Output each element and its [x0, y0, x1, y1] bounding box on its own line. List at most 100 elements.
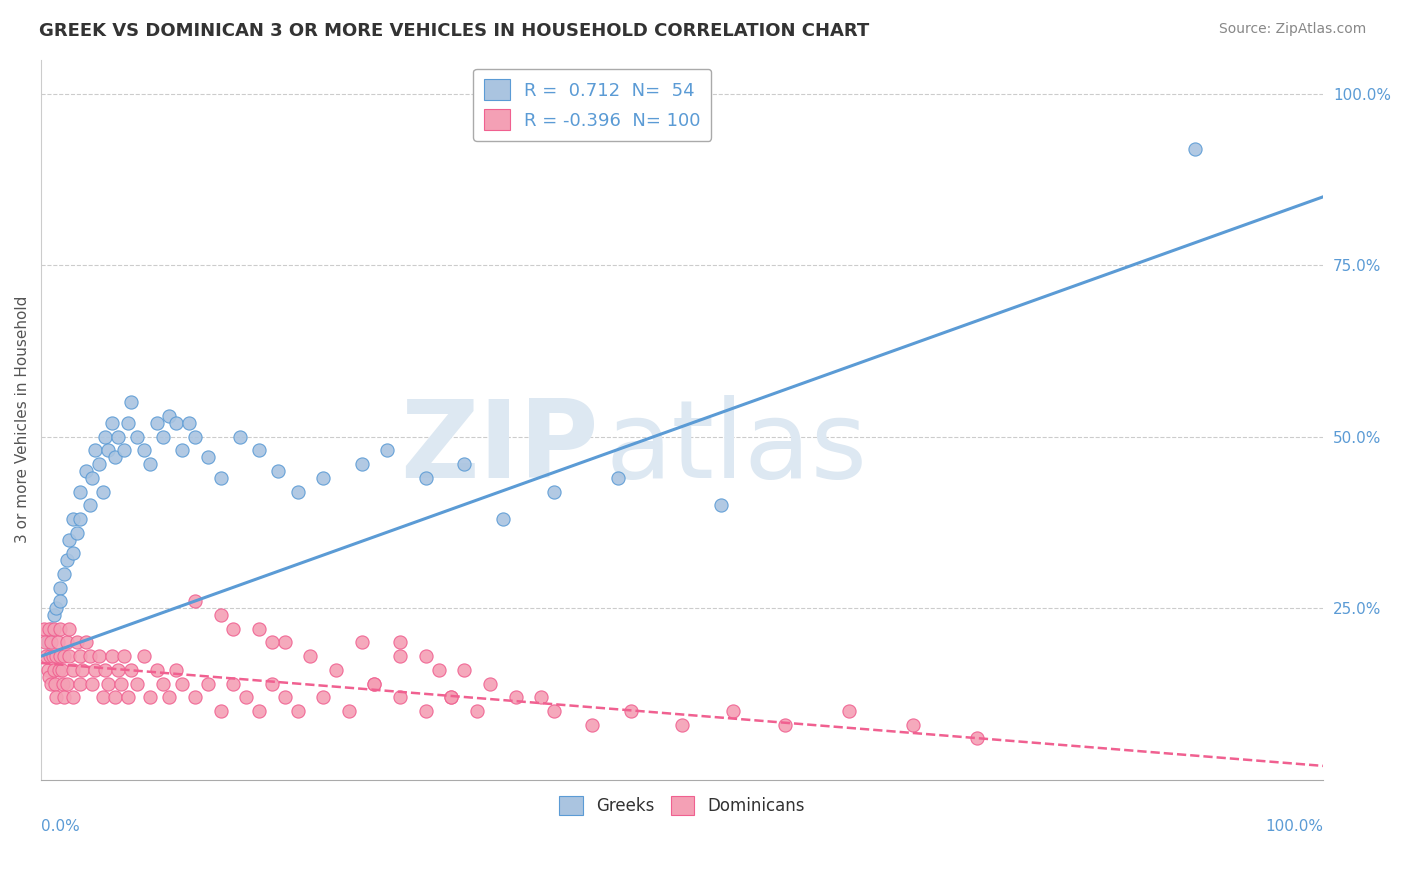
Point — [620, 704, 643, 718]
Point — [41, 635, 63, 649]
Point — [581, 718, 603, 732]
Point — [84, 663, 107, 677]
Point — [69, 512, 91, 526]
Point — [44, 676, 66, 690]
Point — [62, 690, 84, 705]
Point — [69, 676, 91, 690]
Point — [45, 690, 67, 705]
Point — [87, 649, 110, 664]
Point — [440, 690, 463, 705]
Point — [337, 704, 360, 718]
Point — [97, 676, 120, 690]
Text: 0.0%: 0.0% — [41, 819, 80, 834]
Point — [222, 676, 245, 690]
Point — [94, 430, 117, 444]
Point — [389, 690, 412, 705]
Point — [84, 443, 107, 458]
Point — [172, 676, 194, 690]
Point — [607, 471, 630, 485]
Point — [132, 443, 155, 458]
Point — [41, 676, 63, 690]
Text: GREEK VS DOMINICAN 3 OR MORE VEHICLES IN HOUSEHOLD CORRELATION CHART: GREEK VS DOMINICAN 3 OR MORE VEHICLES IN… — [39, 22, 870, 40]
Text: Source: ZipAtlas.com: Source: ZipAtlas.com — [1219, 22, 1367, 37]
Point — [49, 622, 72, 636]
Point — [110, 676, 132, 690]
Point — [299, 649, 322, 664]
Point — [229, 430, 252, 444]
Point — [197, 450, 219, 465]
Point — [274, 690, 297, 705]
Point — [69, 649, 91, 664]
Point — [107, 430, 129, 444]
Point — [37, 635, 59, 649]
Point — [87, 457, 110, 471]
Point — [363, 676, 385, 690]
Point — [312, 690, 335, 705]
Point — [100, 649, 122, 664]
Point — [350, 457, 373, 471]
Point — [41, 622, 63, 636]
Point — [172, 443, 194, 458]
Point — [453, 663, 475, 677]
Point — [389, 635, 412, 649]
Point — [51, 663, 73, 677]
Point — [165, 416, 187, 430]
Point — [70, 663, 93, 677]
Point — [39, 649, 62, 664]
Point — [274, 635, 297, 649]
Point — [79, 499, 101, 513]
Point — [350, 635, 373, 649]
Point — [543, 704, 565, 718]
Point — [901, 718, 924, 732]
Point — [107, 663, 129, 677]
Point — [260, 635, 283, 649]
Point — [127, 676, 149, 690]
Point — [127, 430, 149, 444]
Point — [157, 690, 180, 705]
Point — [55, 635, 77, 649]
Point — [35, 649, 58, 664]
Point — [723, 704, 745, 718]
Point — [58, 622, 80, 636]
Point — [42, 663, 65, 677]
Point — [184, 430, 207, 444]
Point — [117, 690, 139, 705]
Point — [222, 622, 245, 636]
Point — [49, 649, 72, 664]
Point — [75, 464, 97, 478]
Text: ZIP: ZIP — [401, 395, 599, 501]
Point — [91, 690, 114, 705]
Point — [247, 704, 270, 718]
Point — [94, 663, 117, 677]
Point — [152, 676, 174, 690]
Point — [66, 635, 89, 649]
Y-axis label: 3 or more Vehicles in Household: 3 or more Vehicles in Household — [15, 296, 30, 543]
Point — [62, 663, 84, 677]
Point — [32, 622, 55, 636]
Point — [838, 704, 860, 718]
Point — [53, 566, 76, 581]
Point — [478, 676, 501, 690]
Point — [75, 635, 97, 649]
Legend: Greeks, Dominicans: Greeks, Dominicans — [553, 789, 811, 822]
Point — [66, 525, 89, 540]
Point — [710, 499, 733, 513]
Point — [114, 649, 136, 664]
Point — [247, 622, 270, 636]
Point — [46, 635, 69, 649]
Point — [375, 443, 398, 458]
Point — [37, 663, 59, 677]
Point — [48, 663, 70, 677]
Point — [49, 581, 72, 595]
Point — [58, 533, 80, 547]
Point — [53, 649, 76, 664]
Point — [104, 450, 127, 465]
Point — [104, 690, 127, 705]
Point — [120, 395, 142, 409]
Point — [120, 663, 142, 677]
Point — [38, 670, 60, 684]
Point — [415, 471, 437, 485]
Text: 100.0%: 100.0% — [1265, 819, 1323, 834]
Point — [62, 512, 84, 526]
Point — [34, 635, 56, 649]
